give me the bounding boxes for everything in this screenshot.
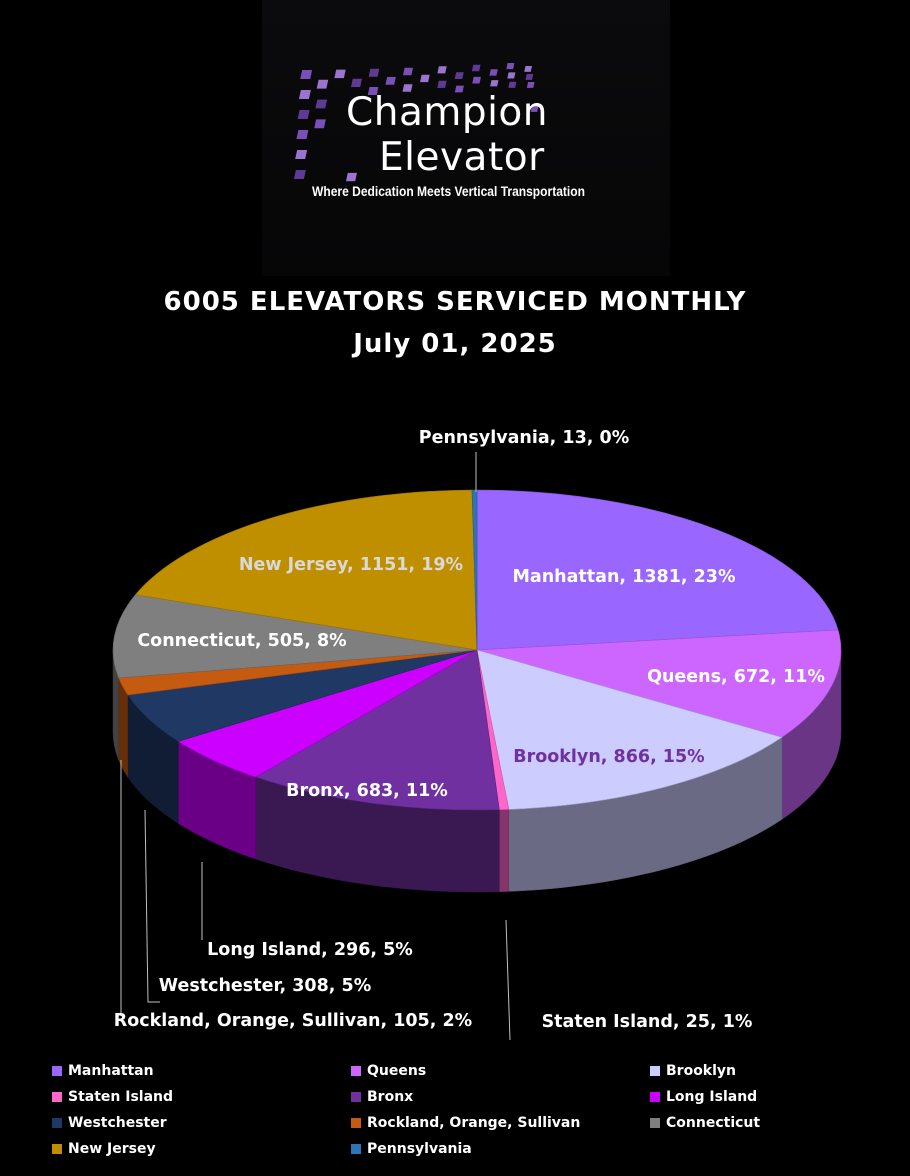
data-label-brooklyn: Brooklyn, 866, 15%	[513, 747, 704, 767]
legend-label: New Jersey	[68, 1141, 156, 1157]
legend-item-bronx[interactable]: Bronx	[351, 1089, 413, 1105]
legend-item-new-jersey[interactable]: New Jersey	[52, 1141, 156, 1157]
data-label-pennsylvania: Pennsylvania, 13, 0%	[419, 428, 629, 448]
legend-swatch	[351, 1092, 361, 1102]
data-label-bronx: Bronx, 683, 11%	[286, 781, 448, 801]
pie-slice-pennsylvania[interactable]	[471, 489, 478, 651]
legend-label: Manhattan	[68, 1063, 154, 1079]
legend-swatch	[351, 1066, 361, 1076]
leader-line-staten-island	[505, 919, 511, 1041]
checkered-flag-logo	[293, 63, 539, 182]
legend-item-pennsylvania[interactable]: Pennsylvania	[351, 1141, 472, 1157]
data-label-new-jersey: New Jersey, 1151, 19%	[239, 555, 463, 575]
data-label-connecticut: Connecticut, 505, 8%	[137, 631, 346, 651]
legend-label: Bronx	[367, 1089, 414, 1105]
leader-lines	[120, 452, 511, 1041]
legend-item-manhattan[interactable]: Manhattan	[52, 1063, 154, 1079]
leader-line-westchester	[144, 809, 160, 1003]
legend-swatch	[650, 1092, 660, 1102]
data-label-rockland-orange-sullivan: Rockland, Orange, Sullivan, 105, 2%	[114, 1011, 472, 1031]
pie-slice-manhattan[interactable]	[476, 489, 839, 651]
legend-item-rockland-orange-sullivan[interactable]: Rockland, Orange, Sullivan	[351, 1115, 580, 1131]
data-label-manhattan: Manhattan, 1381, 23%	[512, 567, 735, 587]
pie-sides	[112, 649, 842, 893]
pie-slice-new-jersey[interactable]	[134, 489, 478, 651]
legend-item-brooklyn[interactable]: Brooklyn	[650, 1063, 736, 1079]
legend-swatch	[52, 1066, 62, 1076]
legend-label: Connecticut	[666, 1115, 761, 1131]
data-labels: Manhattan, 1381, 23% Queens, 672, 11% Broo…	[114, 428, 825, 1032]
legend-item-connecticut[interactable]: Connecticut	[650, 1115, 760, 1131]
legend-swatch	[351, 1144, 361, 1154]
legend-swatch	[52, 1144, 62, 1154]
legend-item-westchester[interactable]: Westchester	[52, 1115, 167, 1131]
chart-title: 6005 ELEVATORS SERVICED MONTHLY	[163, 287, 747, 317]
legend-swatch	[650, 1066, 660, 1076]
legend-label: Queens	[367, 1063, 427, 1079]
legend-item-long-island[interactable]: Long Island	[650, 1089, 757, 1105]
pie-slice-bronx[interactable]	[254, 649, 500, 811]
legend-label: Long Island	[666, 1089, 758, 1105]
legend-swatch	[52, 1118, 62, 1128]
checker-pattern	[293, 63, 539, 182]
data-label-westchester: Westchester, 308, 5%	[159, 976, 371, 996]
legend-label: Staten Island	[68, 1089, 174, 1105]
logo-panel: Champion Elevator Where Dedication Meets…	[262, 0, 670, 276]
brand-tagline: Where Dedication Meets Vertical Transpor…	[312, 183, 585, 199]
data-label-staten-island: Staten Island, 25, 1%	[542, 1012, 753, 1032]
legend-swatch	[650, 1118, 660, 1128]
legend-label: Brooklyn	[666, 1063, 737, 1079]
data-label-queens: Queens, 672, 11%	[647, 667, 825, 687]
legend-item-staten-island[interactable]: Staten Island	[52, 1089, 173, 1105]
data-label-long-island: Long Island, 296, 5%	[207, 940, 413, 960]
chart-subtitle: July 01, 2025	[353, 329, 557, 359]
legend-swatch	[52, 1092, 62, 1102]
pie-slice-brooklyn[interactable]	[476, 649, 783, 810]
legend-swatch	[351, 1118, 361, 1128]
pie-side-staten-island	[499, 809, 510, 892]
legend-label: Pennsylvania	[367, 1141, 472, 1157]
brand-name-line-2: Elevator	[379, 135, 545, 180]
legend-label: Westchester	[68, 1115, 167, 1131]
legend-label: Rockland, Orange, Sullivan	[367, 1115, 581, 1131]
brand-name-line-1: Champion	[346, 90, 549, 135]
legend-item-queens[interactable]: Queens	[351, 1063, 426, 1079]
pie-slice-queens[interactable]	[476, 629, 842, 738]
pie-tops	[112, 489, 842, 811]
pie-slice-connecticut[interactable]	[112, 594, 478, 679]
